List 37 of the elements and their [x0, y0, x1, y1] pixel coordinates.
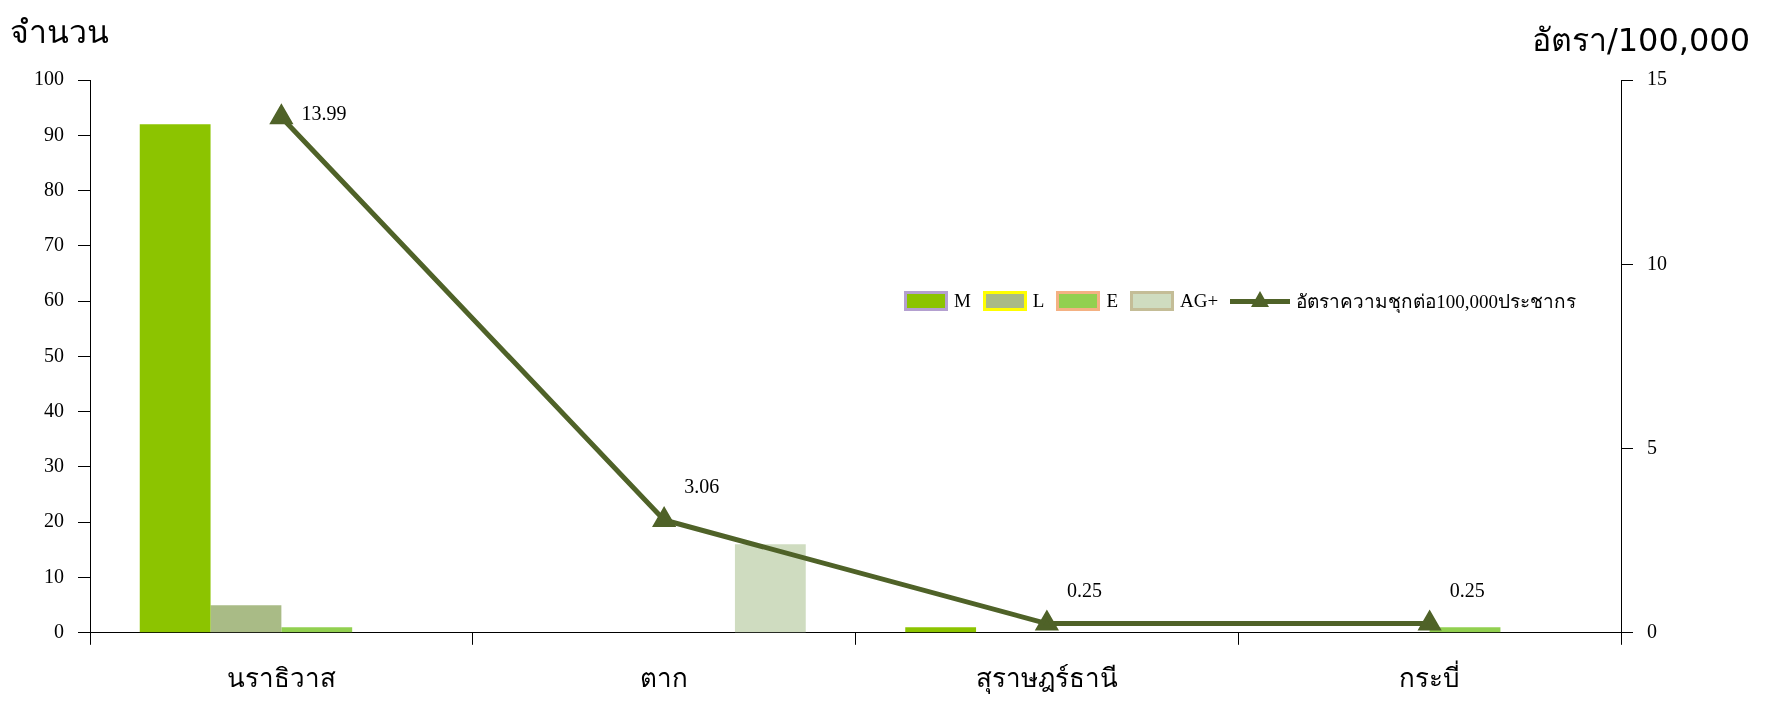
y-tick-label: 70 [44, 233, 64, 256]
y2-axis-title: อัตรา/100,000 [1531, 20, 1751, 61]
bar [905, 627, 977, 633]
bar [734, 544, 806, 633]
x-tick-label: กระบี่ [1399, 660, 1461, 694]
bar [210, 605, 282, 633]
y-tick-label: 0 [54, 620, 64, 643]
y2-tick-label: 15 [1647, 67, 1667, 90]
x-tick-label: ตาก [640, 663, 689, 694]
y2-tick-label: 5 [1647, 435, 1657, 458]
bar [139, 124, 211, 633]
y-tick-label: 90 [44, 122, 64, 145]
legend-label: E [1106, 290, 1119, 313]
y-tick-label: 60 [44, 288, 64, 311]
y-tick-label: 50 [44, 343, 64, 366]
bar [281, 627, 353, 633]
data-label: 3.06 [684, 475, 720, 498]
data-label: 0.25 [1449, 578, 1485, 601]
y-tick-label: 20 [44, 509, 64, 532]
y-tick-label: 40 [44, 398, 64, 421]
x-tick-label: สุราษฎร์ธานี [975, 663, 1118, 695]
y-axis-title: จำนวน [10, 12, 109, 53]
y2-tick-label: 0 [1647, 620, 1657, 643]
y-tick-label: 10 [44, 564, 64, 587]
legend-label: L [1032, 290, 1045, 313]
legend-label: M [953, 290, 971, 313]
x-tick-label: นราธิวาส [226, 663, 336, 694]
legend-label: AG+ [1180, 290, 1219, 313]
data-label: 0.25 [1066, 578, 1102, 601]
legend-label: อัตราความชุกต่อ100,000ประชากร [1296, 290, 1576, 315]
data-label: 13.99 [301, 102, 347, 125]
point [652, 506, 677, 528]
y-tick-label: 30 [44, 454, 64, 477]
y-tick-label: 80 [44, 177, 64, 200]
y-tick-label: 100 [34, 67, 64, 90]
y2-tick-label: 10 [1647, 251, 1667, 274]
point [269, 103, 294, 125]
